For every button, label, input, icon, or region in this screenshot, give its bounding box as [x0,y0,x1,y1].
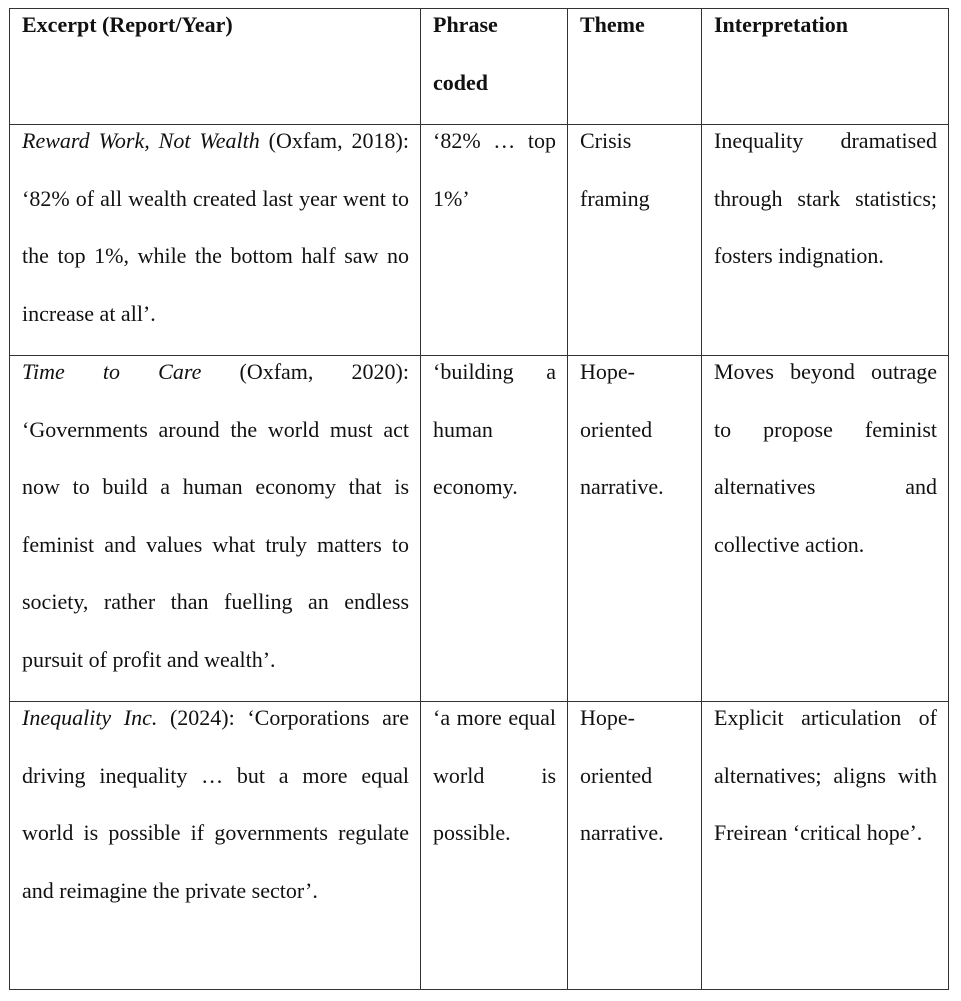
theme-cell: Crisis framing [567,124,702,356]
interpretation-cell: Inequality dramatised through stark stat… [701,124,949,356]
header-row: Excerpt (Report/Year) Phrase coded Theme… [9,8,949,125]
interpretation-cell: Moves beyond outrage to propose feminist… [701,355,949,702]
header-phrase-coded: Phrase coded [420,8,568,125]
excerpt-text: (2024): ‘Corporations are driving inequa… [22,705,409,903]
interpretation-cell: Explicit articulation of alternatives; a… [701,701,949,990]
excerpt-text: (Oxfam, 2020): ‘Governments around the w… [22,359,409,672]
phrase-cell: ‘82% … top 1%’ [420,124,568,356]
table-row: Inequality Inc. (2024): ‘Corporations ar… [9,701,949,990]
excerpt-cell: Time to Care (Oxfam, 2020): ‘Governments… [9,355,421,702]
theme-cell: Hope-oriented narrative. [567,701,702,990]
report-title: Reward Work, Not Wealth [22,128,260,153]
report-title: Time to Care [22,359,202,384]
report-title: Inequality Inc. [22,705,158,730]
table-row: Time to Care (Oxfam, 2020): ‘Governments… [9,355,949,702]
header-excerpt: Excerpt (Report/Year) [9,8,421,125]
phrase-cell: ‘a more equal world is possible. [420,701,568,990]
excerpt-cell: Reward Work, Not Wealth (Oxfam, 2018): ‘… [9,124,421,356]
coding-table: Excerpt (Report/Year) Phrase coded Theme… [9,8,949,990]
table-row: Reward Work, Not Wealth (Oxfam, 2018): ‘… [9,124,949,356]
theme-cell: Hope-oriented narrative. [567,355,702,702]
header-theme: Theme [567,8,702,125]
phrase-cell: ‘building a human economy. [420,355,568,702]
excerpt-text: (Oxfam, 2018): ‘82% of all wealth create… [22,128,409,326]
excerpt-cell: Inequality Inc. (2024): ‘Corporations ar… [9,701,421,990]
header-interpretation: Interpretation [701,8,949,125]
